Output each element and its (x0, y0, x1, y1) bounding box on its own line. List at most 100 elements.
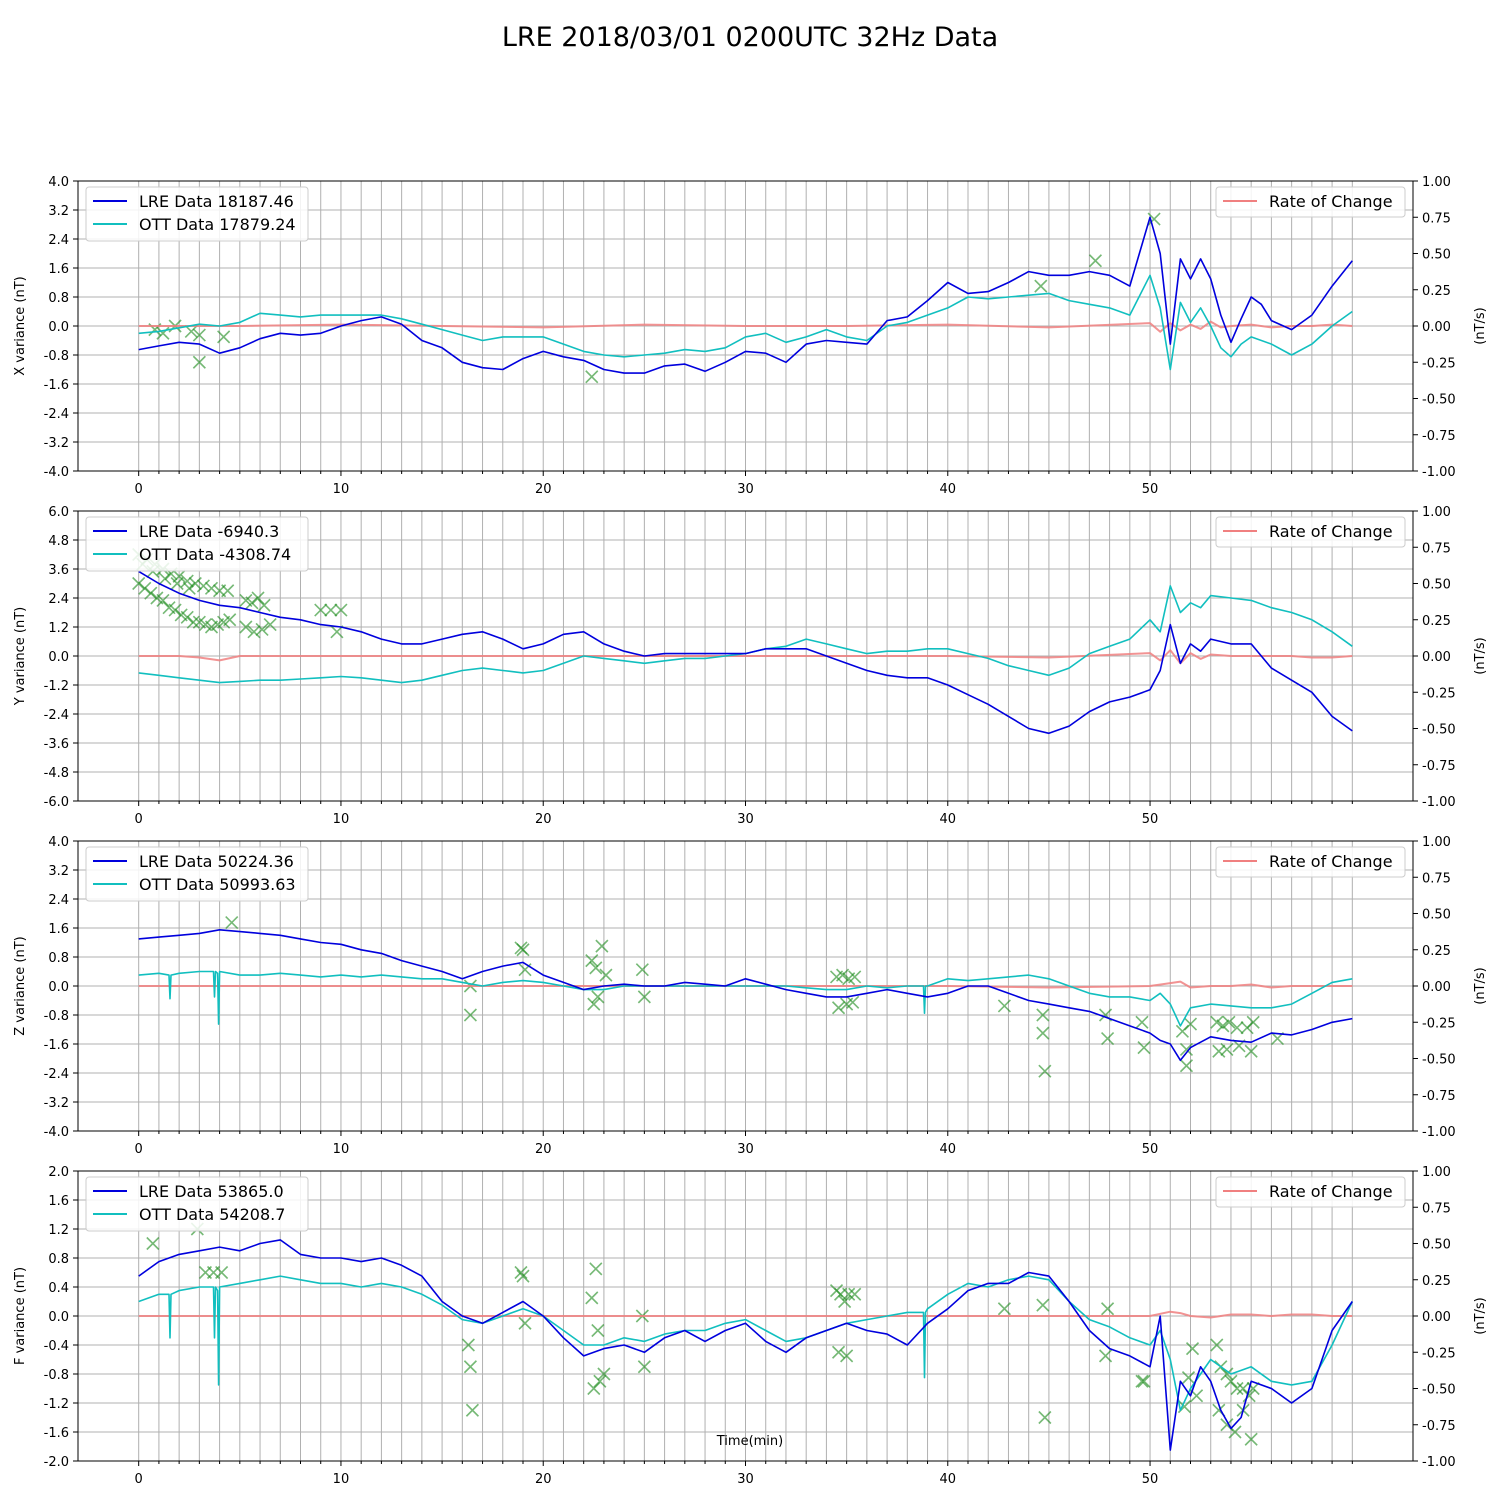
marker-point (589, 1262, 603, 1276)
y-tick-label: 0.0 (48, 650, 69, 665)
marker-point (1098, 1349, 1113, 1363)
marker-point (597, 1367, 611, 1381)
y-tick-label: 4.0 (48, 835, 69, 850)
y2-tick-label: 0.75 (1422, 211, 1451, 226)
y-tick-label: 1.6 (48, 262, 69, 277)
marker-point (1179, 1059, 1194, 1073)
marker-point (516, 943, 530, 957)
x-tick-label: 0 (135, 1472, 143, 1487)
x-tick-label: 30 (737, 1472, 754, 1487)
y2-tick-label: 0.50 (1422, 248, 1451, 263)
marker-point (836, 968, 850, 982)
marker-point (251, 591, 265, 605)
legend-box (85, 516, 309, 572)
plot-area (138, 915, 1353, 1078)
x-tick-label: 40 (939, 482, 956, 497)
legend-label-lre: LRE Data 53865.0 (139, 1182, 284, 1201)
series-line-rate (138, 649, 1353, 665)
legend-label-ott: OTT Data -4308.74 (139, 545, 291, 564)
series-line-ott (138, 1275, 1354, 1412)
series-line-ott (138, 970, 1353, 1027)
y-tick-label: -2.0 (44, 1455, 69, 1470)
y2-axis-label: (nT/s) (1473, 307, 1488, 344)
legend-box (1215, 516, 1406, 548)
marker-point (635, 963, 649, 977)
y2-axis-label: (nT/s) (1473, 637, 1488, 674)
x-tick-label: 30 (737, 482, 754, 497)
y-axis-label: Z variance (nT) (13, 936, 28, 1035)
y2-tick-label: -0.25 (1422, 1346, 1456, 1361)
marker-point (1036, 1008, 1050, 1022)
marker-point (585, 370, 599, 384)
y-tick-label: -2.4 (44, 708, 69, 723)
x-tick-label: 0 (135, 482, 143, 497)
marker-point (514, 1265, 528, 1280)
marker-point (840, 1349, 854, 1363)
marker-point (146, 1236, 160, 1251)
marker-point (1135, 1015, 1149, 1029)
y-tick-label: -0.4 (44, 1339, 69, 1354)
marker-point (1147, 212, 1161, 226)
marker-point (587, 1381, 601, 1396)
marker-point (1179, 1042, 1194, 1057)
y-tick-label: -0.8 (44, 1368, 69, 1383)
legend-label-lre: LRE Data 18187.46 (139, 192, 294, 211)
marker-point (838, 1294, 852, 1309)
marker-point (1183, 1017, 1198, 1031)
y2-tick-label: 0.25 (1422, 1274, 1451, 1289)
series-line-lre (138, 1239, 1353, 1451)
y2-axis-label: (nT/s) (1473, 967, 1488, 1004)
legend-label-lre: LRE Data -6940.3 (139, 522, 279, 541)
marker-point (144, 586, 158, 600)
marker-point (1224, 1374, 1238, 1388)
marker-point (1220, 1042, 1234, 1057)
x-tick-label: 20 (535, 1142, 552, 1157)
marker-point (1244, 1044, 1258, 1058)
figure-title: LRE 2018/03/01 0200UTC 32Hz Data (501, 22, 999, 53)
y-tick-label: -6.0 (44, 795, 69, 810)
legend-right: Rate of Change (1215, 516, 1406, 548)
y2-tick-label: -0.75 (1422, 1419, 1456, 1434)
y-tick-label: 2.4 (48, 233, 69, 248)
x-tick-label: 30 (737, 812, 754, 827)
marker-point (1135, 1374, 1149, 1388)
legend-left: LRE Data 50224.36 OTT Data 50993.63 (85, 846, 309, 902)
marker-point (1222, 1015, 1236, 1029)
y2-tick-label: 0.00 (1422, 320, 1451, 335)
marker-point (997, 999, 1011, 1013)
marker-point (463, 1360, 477, 1374)
legend-label-rate: Rate of Change (1269, 852, 1393, 871)
marker-point (848, 970, 862, 984)
x-tick-label: 50 (1142, 482, 1159, 497)
plot-area (132, 547, 1353, 735)
y-tick-label: 1.2 (48, 1223, 69, 1238)
legend-label-rate: Rate of Change (1269, 522, 1393, 541)
marker-point (1137, 1374, 1151, 1388)
y-tick-label: 3.2 (48, 864, 69, 879)
marker-point (1181, 1371, 1196, 1385)
y-tick-label: -4.0 (44, 465, 69, 480)
marker-point (461, 1338, 475, 1352)
marker-point (334, 603, 348, 617)
marker-point (186, 615, 200, 629)
marker-point (314, 603, 328, 617)
y-tick-label: 4.0 (48, 175, 69, 190)
legend-box (85, 1176, 309, 1232)
marker-point (587, 997, 601, 1011)
y2-tick-label: -0.75 (1422, 759, 1456, 774)
marker-point (593, 1374, 607, 1388)
marker-point (591, 1323, 605, 1338)
x-tick-label: 40 (939, 1472, 956, 1487)
y2-tick-label: 0.50 (1422, 578, 1451, 593)
x-tick-label: 10 (333, 482, 350, 497)
legend-label-rate: Rate of Change (1269, 1182, 1393, 1201)
marker-point (1101, 1031, 1115, 1046)
y2-tick-label: 0.75 (1422, 871, 1451, 886)
x-tick-label: 10 (333, 1472, 350, 1487)
marker-point (225, 915, 239, 930)
marker-point (637, 990, 651, 1004)
marker-point (997, 1302, 1011, 1316)
marker-point (1038, 1410, 1052, 1425)
y-tick-label: 2.4 (48, 893, 69, 908)
y-tick-label: -0.8 (44, 349, 69, 364)
